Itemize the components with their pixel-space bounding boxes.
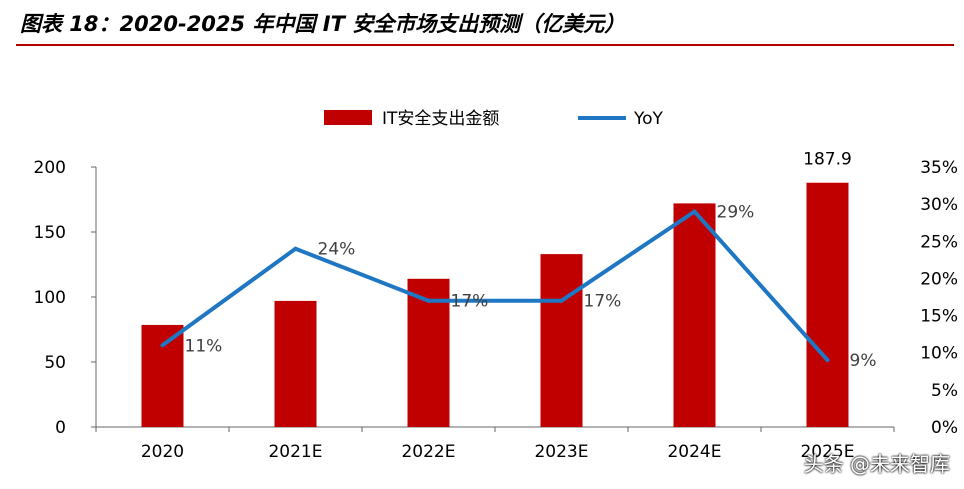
- bar: [274, 300, 317, 427]
- y-left-tick-label: 100: [34, 288, 66, 308]
- y-right-tick-label: 5%: [931, 381, 958, 401]
- bar: [806, 182, 849, 427]
- yoy-label: 24%: [318, 240, 356, 260]
- y-right-tick-label: 10%: [920, 344, 958, 364]
- yoy-point: [293, 246, 298, 251]
- y-right-tick-label: 15%: [920, 307, 958, 327]
- y-left-tick-label: 50: [44, 353, 66, 373]
- y-right-tick-label: 30%: [920, 195, 958, 215]
- yoy-label: 9%: [850, 351, 877, 371]
- y-left-tick-label: 200: [34, 158, 66, 178]
- yoy-point: [559, 298, 564, 303]
- x-tick-label: 2022E: [401, 442, 455, 462]
- legend-bar-label: IT安全支出金额: [382, 109, 499, 129]
- x-tick-label: 2024E: [667, 442, 721, 462]
- bar: [407, 278, 450, 427]
- y-left-tick-label: 150: [34, 223, 66, 243]
- bar: [540, 254, 583, 427]
- yoy-point: [692, 209, 697, 214]
- legend-bar-swatch: [324, 110, 372, 125]
- y-right-tick-label: 25%: [920, 232, 958, 252]
- yoy-point: [825, 358, 830, 363]
- x-tick-label: 2021E: [268, 442, 322, 462]
- yoy-line: [161, 208, 829, 362]
- y-right-tick-label: 35%: [920, 158, 958, 178]
- y-right-tick-label: 0%: [931, 418, 958, 438]
- legend-line-label: YoY: [633, 109, 664, 129]
- bar-value-label: 187.9: [803, 150, 852, 170]
- yoy-label: 17%: [584, 292, 622, 312]
- x-tick-label: 2023E: [534, 442, 588, 462]
- title-divider: [16, 44, 954, 46]
- x-tick-label: 2020: [141, 442, 184, 462]
- yoy-label: 29%: [717, 203, 755, 223]
- bar: [141, 324, 184, 427]
- chart-title: 图表 18：2020-2025 年中国 IT 安全市场支出预测（亿美元）: [20, 12, 626, 36]
- y-left-tick-label: 0: [55, 418, 66, 438]
- bar: [673, 203, 716, 427]
- watermark: 头条 @未来智库: [803, 452, 950, 476]
- yoy-point: [426, 298, 431, 303]
- yoy-label: 11%: [185, 336, 223, 356]
- yoy-label: 17%: [451, 292, 489, 312]
- yoy-point: [160, 343, 165, 348]
- y-right-tick-label: 20%: [920, 269, 958, 289]
- x-tick-label: 2025E: [800, 442, 854, 462]
